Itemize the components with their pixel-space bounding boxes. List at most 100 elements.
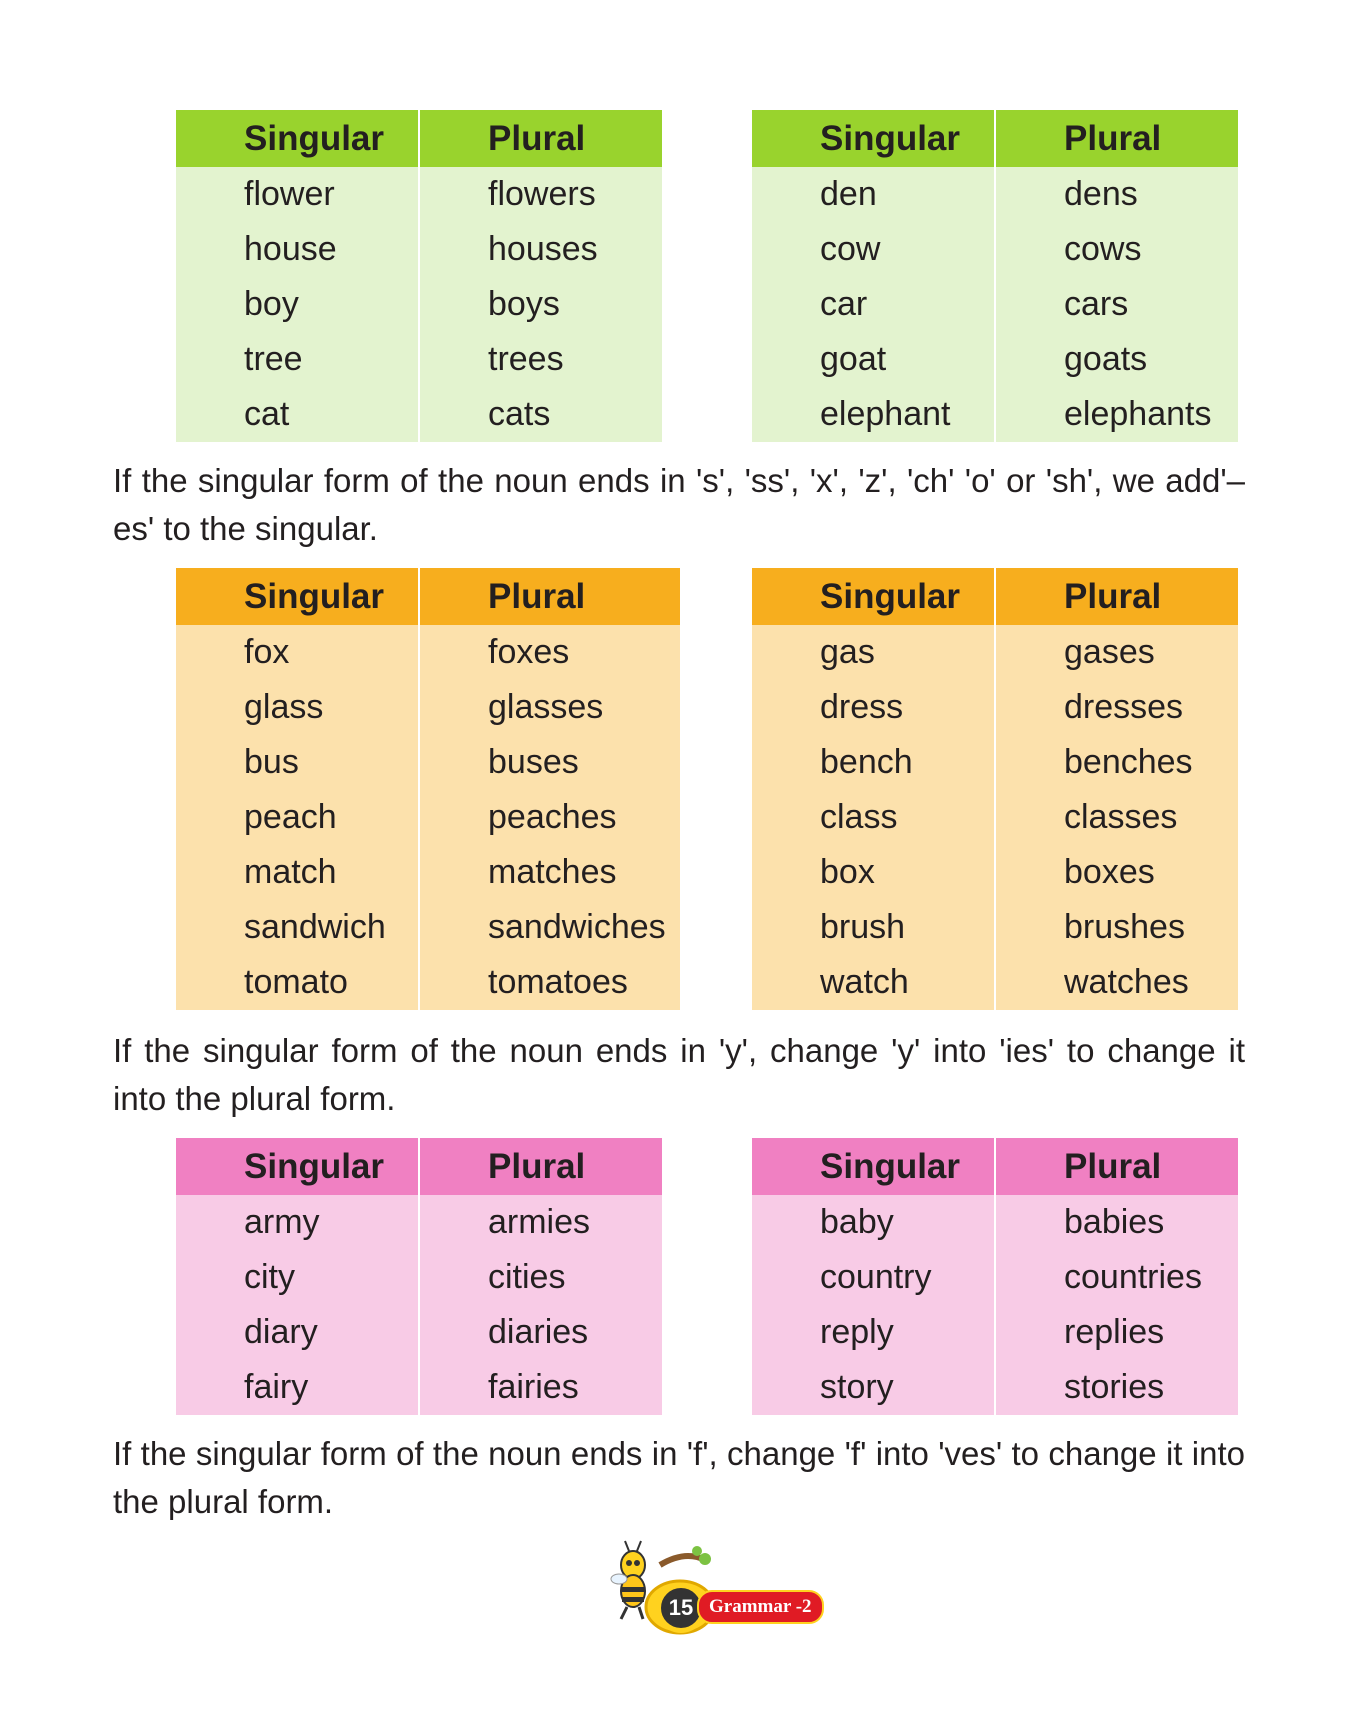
singular-cell: class [752,790,996,845]
table-row: tomato tomatoes [176,955,680,1010]
table-row: elephant elephants [752,387,1238,442]
plural-cell: glasses [419,680,680,735]
singular-cell: box [752,845,996,900]
plural-cell: watches [995,955,1238,1010]
table-header-row: Singular Plural [176,1138,662,1195]
header-plural: Plural [419,110,662,167]
table-header-row: Singular Plural [752,1138,1238,1195]
singular-cell: car [752,277,996,332]
singular-cell: bus [176,735,420,790]
table-row: army armies [176,1195,662,1250]
singular-cell: tree [176,332,420,387]
table-row: car cars [752,277,1238,332]
singular-cell: fairy [176,1360,420,1415]
page-footer: 15 Grammar -2 [605,1535,835,1635]
table-es-right: Singular Plural gas gases dress dresses be… [752,568,1238,1010]
plural-cell: houses [419,222,662,277]
table-row: flower flowers [176,167,662,222]
header-singular: Singular [752,1138,996,1195]
table-row: fox foxes [176,625,680,680]
table-ies-right: Singular Plural baby babies country countr… [752,1138,1238,1415]
rule-f-paragraph: If the singular form of the noun ends in… [113,1435,1245,1520]
singular-cell: sandwich [176,900,420,955]
singular-cell: bench [752,735,996,790]
singular-cell: den [752,167,996,222]
singular-cell: army [176,1195,420,1250]
singular-cell: reply [752,1305,996,1360]
singular-cell: flower [176,167,420,222]
plural-cell: countries [995,1250,1238,1305]
table-row: dress dresses [752,680,1238,735]
singular-cell: brush [752,900,996,955]
header-plural: Plural [995,1138,1238,1195]
singular-cell: baby [752,1195,996,1250]
table-regular-right: Singular Plural den dens cow cows car cars … [752,110,1238,442]
table-row: cat cats [176,387,662,442]
table-row: tree trees [176,332,662,387]
header-singular: Singular [176,110,420,167]
singular-cell: match [176,845,420,900]
table-row: reply replies [752,1305,1238,1360]
rule-es-paragraph: If the singular form of the noun ends in… [113,462,1245,547]
header-plural: Plural [995,568,1238,625]
singular-cell: watch [752,955,996,1010]
singular-cell: country [752,1250,996,1305]
plural-cell: babies [995,1195,1238,1250]
header-singular: Singular [176,568,420,625]
table-row: match matches [176,845,680,900]
plural-cell: gases [995,625,1238,680]
singular-cell: elephant [752,387,996,442]
singular-cell: dress [752,680,996,735]
table-row: house houses [176,222,662,277]
plural-cell: classes [995,790,1238,845]
table-row: cow cows [752,222,1238,277]
plural-cell: brushes [995,900,1238,955]
plural-cell: goats [995,332,1238,387]
header-singular: Singular [176,1138,420,1195]
plural-cell: peaches [419,790,680,845]
plural-cell: cows [995,222,1238,277]
table-row: den dens [752,167,1238,222]
rule-y-paragraph: If the singular form of the noun ends in… [113,1032,1245,1117]
singular-cell: boy [176,277,420,332]
table-ies-left: Singular Plural army armies city cities di… [176,1138,662,1415]
singular-cell: tomato [176,955,420,1010]
table-row: brush brushes [752,900,1238,955]
singular-cell: story [752,1360,996,1415]
table-es-left: Singular Plural fox foxes glass glasses bu… [176,568,680,1010]
plural-cell: replies [995,1305,1238,1360]
plural-cell: matches [419,845,680,900]
table-row: bus buses [176,735,680,790]
table-row: gas gases [752,625,1238,680]
series-badge: Grammar -2 [697,1590,824,1624]
header-plural: Plural [419,1138,662,1195]
plural-cell: flowers [419,167,662,222]
header-plural: Plural [419,568,680,625]
table-row: city cities [176,1250,662,1305]
plural-cell: cities [419,1250,662,1305]
plural-cell: foxes [419,625,680,680]
singular-cell: city [176,1250,420,1305]
table-row: peach peaches [176,790,680,845]
table-regular-left: Singular Plural flower flowers house house… [176,110,662,442]
table-row: class classes [752,790,1238,845]
table-row: bench benches [752,735,1238,790]
table-row: goat goats [752,332,1238,387]
singular-cell: fox [176,625,420,680]
table-row: baby babies [752,1195,1238,1250]
table-row: country countries [752,1250,1238,1305]
singular-cell: gas [752,625,996,680]
table-row: story stories [752,1360,1238,1415]
plural-cell: fairies [419,1360,662,1415]
header-singular: Singular [752,110,996,167]
table-row: watch watches [752,955,1238,1010]
plural-cell: tomatoes [419,955,680,1010]
plural-cell: elephants [995,387,1238,442]
singular-cell: peach [176,790,420,845]
plural-cell: boys [419,277,662,332]
singular-cell: cow [752,222,996,277]
header-singular: Singular [752,568,996,625]
plural-cell: boxes [995,845,1238,900]
plural-cell: sandwiches [419,900,680,955]
plural-cell: benches [995,735,1238,790]
